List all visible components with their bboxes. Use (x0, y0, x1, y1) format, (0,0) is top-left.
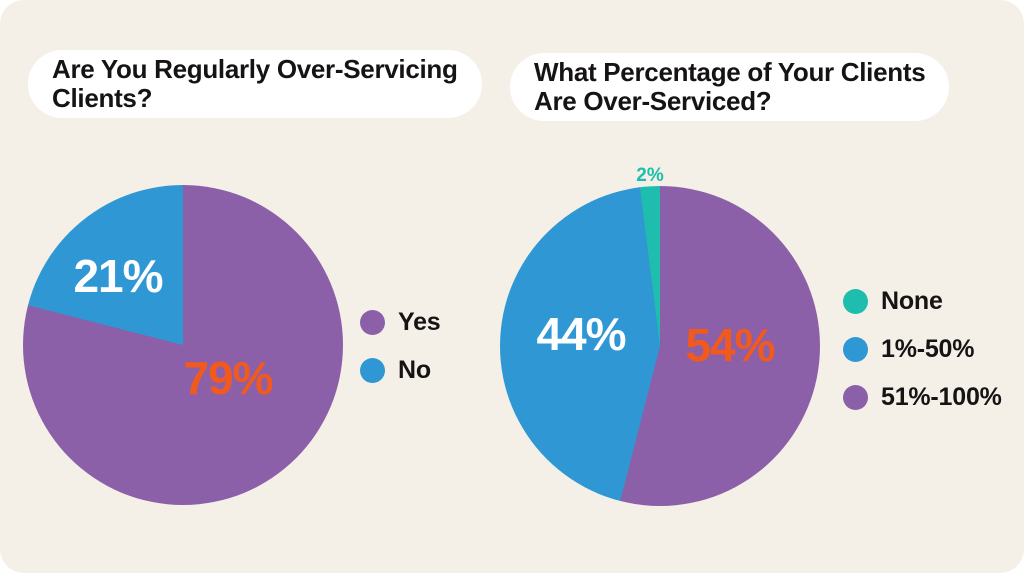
slice-label-none-2: 2% (636, 165, 664, 186)
legend-over-servicing: Yes No (360, 307, 441, 384)
legend-item-1-50: 1%-50% (843, 334, 1002, 363)
legend-item-51-100: 51%-100% (843, 382, 1002, 411)
legend-item-none: None (843, 286, 1002, 315)
legend-dot-51-100 (843, 384, 868, 410)
slice-label-51-100-54: 54% (685, 319, 775, 371)
pie-chart-percent-over-serviced (500, 186, 820, 506)
slice-label-yes-79: 79% (183, 352, 273, 404)
legend-label-no: No (398, 355, 431, 384)
chart-title-pill: What Percentage of Your Clients Are Over… (510, 53, 950, 121)
legend-label-yes: Yes (398, 307, 441, 336)
legend-label-51-100: 51%-100% (881, 382, 1002, 411)
chart-title-line-2: Are Over-Serviced? (534, 86, 772, 116)
chart-title-line-1: What Percentage of Your Clients (534, 56, 926, 87)
legend-dot-no (360, 357, 385, 383)
chart-title-pill: Are You Regularly Over-Servicing Clients… (28, 50, 482, 118)
slice-label-1-50-44: 44% (536, 308, 626, 360)
legend-item-yes: Yes (360, 307, 441, 336)
legend-item-no: No (360, 355, 441, 384)
pie-chart-over-servicing (23, 185, 343, 505)
chart-title-line-1: Are You Regularly Over-Servicing (52, 53, 458, 84)
legend-percent-over-serviced: None 1%-50% 51%-100% (843, 286, 1002, 411)
legend-dot-yes (360, 309, 385, 335)
legend-label-none: None (881, 286, 943, 315)
legend-label-1-50: 1%-50% (881, 334, 975, 363)
chart-title-line-2: Clients? (52, 83, 153, 113)
legend-dot-none (843, 288, 868, 314)
slice-label-no-21: 21% (73, 250, 163, 302)
legend-dot-1-50 (843, 336, 868, 362)
